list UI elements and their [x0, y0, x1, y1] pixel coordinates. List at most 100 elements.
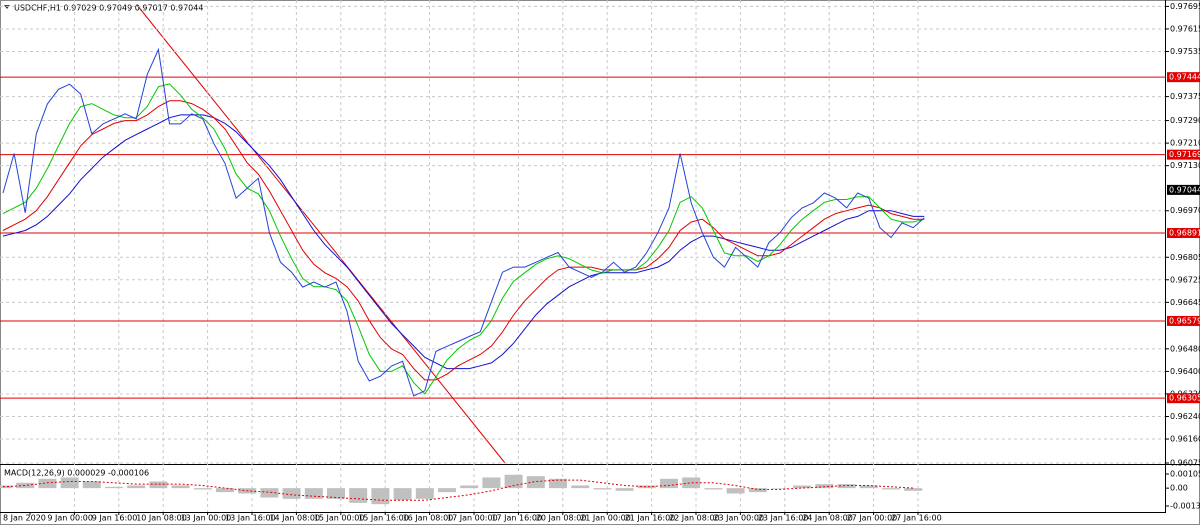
moving-average: [2, 100, 925, 381]
x-tick-label: 24 Jan 08:00: [802, 514, 853, 523]
macd-bar: [349, 488, 368, 503]
current-price-box: [1167, 184, 1200, 195]
trend-line: [136, 4, 506, 464]
macd-bar: [216, 488, 234, 493]
macd-bar: [415, 488, 434, 499]
macd-signal: [2, 479, 914, 501]
x-tick-label: 14 Jan 08:00: [269, 514, 320, 523]
x-tick-label: 9 Jan 00:00: [47, 514, 93, 523]
x-tick-label: 16 Jan 08:00: [403, 514, 454, 523]
level-label-box: [1167, 393, 1200, 404]
y-tick-label: 0.97210: [1170, 139, 1200, 148]
y-tick-label: 0.96480: [1170, 344, 1200, 353]
macd-bar: [571, 485, 590, 489]
macd-bar: [882, 488, 900, 490]
macd-bar: [815, 484, 834, 489]
y-tick-label: -0.001336: [1170, 502, 1200, 511]
macd-bar: [105, 486, 123, 489]
y-tick-label: 0.96645: [1170, 298, 1200, 307]
y-tick-label: 0.00: [1170, 484, 1188, 493]
macd-bar: [393, 488, 412, 501]
y-tick-label: 0.001058: [1170, 470, 1200, 479]
macd-bar: [726, 488, 745, 494]
macd-bar: [793, 485, 812, 489]
macd-bar: [549, 478, 567, 489]
macd-bar: [438, 488, 456, 493]
level-label-box: [1167, 315, 1200, 326]
y-tick-label: 0.97290: [1170, 116, 1200, 125]
macd-bar: [704, 488, 723, 490]
y-tick-label: 0.96400: [1170, 367, 1200, 376]
y-tick-label: 0.96160: [1170, 435, 1200, 444]
x-tick-label: 23 Jan 16:00: [758, 514, 809, 523]
y-tick-label: 0.97130: [1170, 161, 1200, 170]
macd-bar: [615, 488, 634, 491]
price-line: [2, 47, 925, 397]
y-tick-label: 0.97615: [1170, 24, 1200, 33]
x-tick-label: 8 Jan 2020: [3, 514, 46, 523]
macd-bar: [504, 474, 523, 489]
x-tick-label: 27 Jan 16:00: [891, 514, 942, 523]
macd-bar: [682, 477, 701, 489]
level-label: 0.96579: [1169, 316, 1200, 325]
macd-bar: [127, 485, 146, 489]
macd-bar: [637, 485, 656, 489]
macd-bar: [593, 488, 612, 490]
x-tick-label: 21 Jan 16:00: [625, 514, 676, 523]
macd-bar: [748, 488, 767, 493]
macd-bar: [260, 488, 279, 498]
y-tick-label: 0.96805: [1170, 253, 1200, 262]
level-label-box: [1167, 228, 1200, 239]
y-tick-label: 0.96240: [1170, 412, 1200, 421]
macd-bar: [327, 488, 345, 499]
level-label: 0.97444: [1169, 73, 1200, 82]
x-tick-label: 17 Jan 00:00: [447, 514, 498, 523]
macd-bar: [60, 477, 79, 489]
level-label: 0.96891: [1169, 229, 1200, 238]
macd-bar: [771, 488, 789, 489]
level-label-box: [1167, 149, 1200, 160]
x-tick-label: 22 Jan 08:00: [669, 514, 720, 523]
level-label-box: [1167, 72, 1200, 83]
current-price-label: 0.97044: [1169, 185, 1200, 194]
macd-bar: [82, 481, 101, 489]
macd-bar: [526, 476, 545, 489]
x-tick-label: 13 Jan 16:00: [225, 514, 276, 523]
macd-title: MACD(12,26,9) 0.000029 -0.000106: [4, 469, 149, 478]
x-tick-label: 21 Jan 00:00: [580, 514, 631, 523]
macd-bar: [38, 478, 57, 489]
macd-bar: [859, 485, 878, 489]
moving-average: [2, 83, 925, 395]
macd-bar: [193, 488, 212, 490]
macd-bar: [16, 482, 35, 489]
macd-bar: [171, 485, 190, 489]
y-tick-label: 0.96725: [1170, 275, 1200, 284]
x-tick-label: 17 Jan 16:00: [491, 514, 542, 523]
macd-bar: [482, 477, 501, 489]
y-tick-label: 0.97695: [1170, 2, 1200, 11]
macd-bar: [282, 488, 301, 499]
chart-title: USDCHF,H1 0.97029 0.97049 0.97017 0.9704…: [14, 4, 203, 13]
level-label: 0.97169: [1169, 150, 1200, 159]
macd-bar: [304, 488, 323, 499]
x-tick-label: 27 Jan 00:00: [847, 514, 898, 523]
y-tick-label: 0.96970: [1170, 206, 1200, 215]
macd-bar: [149, 481, 168, 489]
macd-bar: [660, 478, 678, 489]
macd-bar: [460, 485, 479, 489]
macd-bar: [837, 484, 856, 489]
x-tick-label: 15 Jan 16:00: [358, 514, 409, 523]
moving-average: [2, 114, 925, 370]
x-tick-label: 10 Jan 08:00: [136, 514, 187, 523]
level-label: 0.96305: [1169, 394, 1200, 403]
macd-bar: [0, 485, 12, 489]
x-tick-label: 15 Jan 00:00: [314, 514, 365, 523]
x-tick-label: 23 Jan 00:00: [713, 514, 764, 523]
y-tick-label: 0.96075: [1170, 459, 1200, 468]
y-tick-label: 0.97375: [1170, 92, 1200, 101]
y-tick-label: 0.97535: [1170, 47, 1200, 56]
x-tick-label: 20 Jan 08:00: [536, 514, 587, 523]
macd-bar: [371, 488, 390, 505]
